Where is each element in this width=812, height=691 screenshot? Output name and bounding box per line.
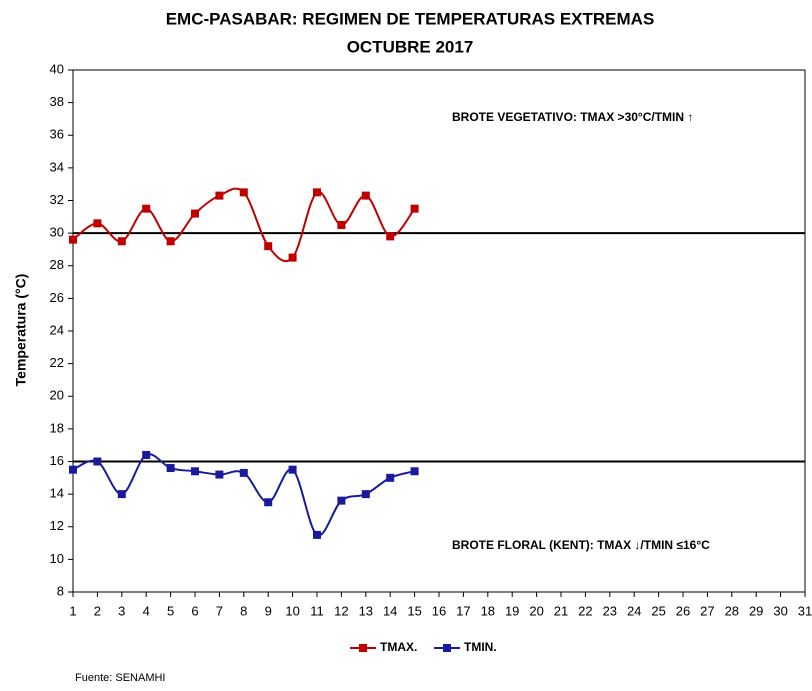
- x-tick-label: 12: [334, 603, 348, 618]
- point: [239, 468, 248, 477]
- y-tick-label: 18: [50, 420, 64, 435]
- x-tick-label: 2: [94, 603, 101, 618]
- point: [288, 465, 297, 474]
- x-tick-label: 26: [676, 603, 690, 618]
- x-tick-label: 8: [240, 603, 247, 618]
- x-tick-label: 9: [265, 603, 272, 618]
- y-tick-label: 26: [50, 290, 64, 305]
- x-tick-label: 20: [529, 603, 543, 618]
- y-tick-label: 16: [50, 453, 64, 468]
- point: [410, 204, 419, 213]
- annotation: BROTE VEGETATIVO: TMAX >30°C/TMIN ↑: [452, 110, 693, 124]
- point: [215, 470, 224, 479]
- point: [361, 490, 370, 499]
- chart-title: EMC-PASABAR: REGIMEN DE TEMPERATURAS EXT…: [166, 9, 655, 28]
- point: [191, 467, 199, 476]
- y-tick-label: 22: [50, 355, 64, 370]
- x-tick-label: 22: [578, 603, 592, 618]
- y-tick-label: 34: [50, 159, 64, 174]
- point: [142, 204, 151, 213]
- point: [313, 188, 321, 197]
- point: [215, 191, 224, 200]
- y-tick-label: 14: [50, 486, 64, 501]
- point: [166, 237, 175, 246]
- legend-label: TMAX.: [380, 640, 417, 654]
- annotation: BROTE FLORAL (KENT): TMAX ↓/TMIN ≤16°C: [452, 538, 710, 552]
- point: [410, 467, 419, 476]
- y-tick-label: 10: [50, 551, 64, 566]
- y-tick-label: 38: [50, 94, 64, 109]
- x-tick-label: 6: [191, 603, 198, 618]
- y-tick-label: 36: [50, 127, 64, 142]
- point: [69, 465, 77, 474]
- legend-marker: [443, 644, 451, 652]
- y-tick-label: 8: [57, 583, 64, 598]
- y-tick-label: 40: [50, 61, 64, 76]
- point: [166, 464, 175, 473]
- source: Fuente: SENAMHI: [75, 672, 165, 684]
- chart-subtitle: OCTUBRE 2017: [347, 37, 474, 56]
- x-tick-label: 29: [749, 603, 763, 618]
- x-tick-label: 16: [432, 603, 446, 618]
- y-tick-label: 24: [50, 322, 64, 337]
- point: [239, 188, 248, 197]
- point: [69, 235, 77, 244]
- x-tick-label: 17: [456, 603, 470, 618]
- x-tick-label: 21: [554, 603, 568, 618]
- point: [386, 232, 395, 241]
- point: [117, 490, 126, 499]
- legend-label: TMIN.: [464, 640, 497, 654]
- point: [264, 498, 273, 507]
- point: [337, 496, 346, 505]
- x-tick-label: 24: [627, 603, 641, 618]
- y-tick-label: 12: [50, 518, 64, 533]
- x-tick-label: 23: [603, 603, 617, 618]
- point: [191, 209, 199, 218]
- point: [337, 220, 346, 229]
- x-tick-label: 13: [359, 603, 373, 618]
- x-tick-label: 31: [798, 603, 812, 618]
- x-tick-label: 10: [285, 603, 299, 618]
- point: [142, 450, 151, 459]
- x-tick-label: 18: [481, 603, 495, 618]
- x-tick-label: 14: [383, 603, 397, 618]
- x-tick-label: 28: [725, 603, 739, 618]
- point: [288, 253, 297, 262]
- x-tick-label: 27: [700, 603, 714, 618]
- point: [361, 191, 370, 200]
- plot-area: [72, 69, 806, 593]
- x-tick-label: 15: [407, 603, 421, 618]
- x-tick-label: 3: [118, 603, 125, 618]
- x-tick-label: 25: [651, 603, 665, 618]
- y-axis-label: Temperatura (°C): [13, 274, 29, 387]
- x-tick-label: 30: [773, 603, 787, 618]
- point: [117, 237, 126, 246]
- point: [313, 530, 321, 539]
- y-tick-label: 32: [50, 192, 64, 207]
- point: [386, 473, 395, 482]
- x-tick-label: 7: [216, 603, 223, 618]
- point: [93, 457, 102, 466]
- y-tick-label: 20: [50, 388, 64, 403]
- x-tick-label: 11: [310, 603, 324, 618]
- x-tick-label: 5: [167, 603, 174, 618]
- point: [93, 219, 102, 228]
- x-tick-label: 4: [143, 603, 150, 618]
- x-tick-label: 19: [505, 603, 519, 618]
- y-tick-label: 30: [50, 225, 64, 240]
- legend-marker: [359, 644, 367, 652]
- point: [264, 242, 273, 251]
- y-tick-label: 28: [50, 257, 64, 272]
- x-tick-label: 1: [69, 603, 76, 618]
